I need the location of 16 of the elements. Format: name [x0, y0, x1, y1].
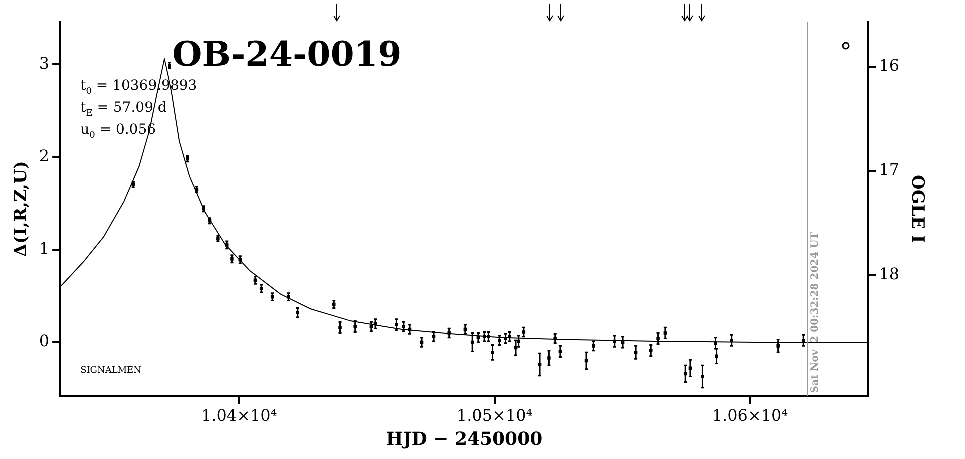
x-tick-label: 1.05×10⁴: [456, 406, 533, 425]
chart-title: OB-24-0019: [172, 35, 402, 75]
x-axis-title: HJD − 2450000: [386, 428, 543, 450]
y-tick-label: 2: [39, 146, 50, 166]
y-tick-label: 3: [39, 54, 50, 73]
y2-tick-label: 17: [879, 160, 900, 180]
y-axis-title: Δ(I,R,Z,U): [12, 161, 32, 258]
y-tick-label: 1: [39, 239, 50, 258]
y2-axis-title: OGLE I: [907, 175, 928, 244]
y2-tick-label: 16: [879, 56, 900, 75]
y-tick-label: 0: [39, 332, 50, 351]
y2-tick-label: 18: [879, 264, 900, 284]
annotation: Sat Nov 2 00:32:28 2024 UT: [810, 232, 821, 394]
x-tick-label: 1.04×10⁴: [201, 406, 278, 425]
annotation: SIGNALMEN: [80, 366, 142, 376]
x-tick-label: 1.06×10⁴: [712, 406, 788, 425]
